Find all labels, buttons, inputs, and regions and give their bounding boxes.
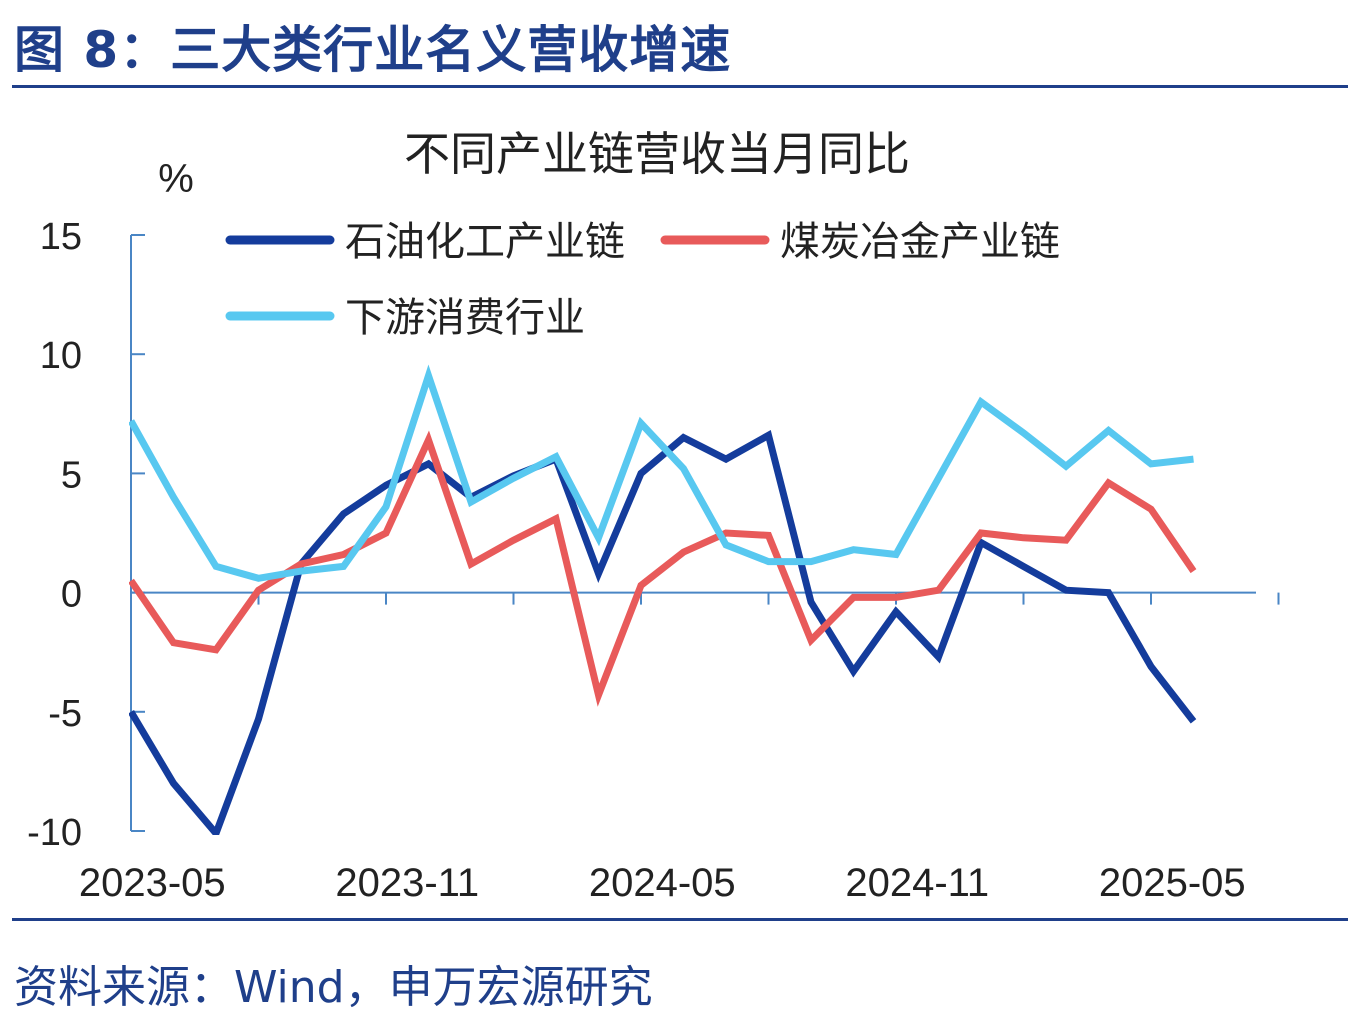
footer-rule [12, 918, 1348, 921]
chart-title: 不同产业链营收当月同比 [404, 128, 910, 180]
y-tick-label: -10 [27, 812, 82, 854]
legend-label-3: 下游消费行业 [345, 296, 585, 340]
x-tick-label: 2023-11 [335, 861, 479, 905]
x-tick-label: 2024-11 [845, 861, 989, 905]
x-tick-label: 2025-05 [1099, 861, 1246, 905]
y-tick-label: 0 [61, 574, 82, 616]
legend-label-1: 石油化工产业链 [345, 220, 625, 264]
x-tick-label: 2023-05 [79, 861, 226, 905]
series-line-2 [129, 430, 1197, 707]
y-tick-label: 15 [40, 216, 82, 258]
figure-title: 图 8：三大类行业名义营收增速 [14, 21, 732, 79]
axes: 15 10 5 0 -5 -10 2023-05 2023-11 2024-05 2024-11 2… [27, 216, 1280, 905]
x-tick-label: 2024-05 [589, 861, 736, 905]
series-layer [129, 364, 1197, 835]
y-tick-label: 10 [40, 335, 82, 377]
chart: 不同产业链营收当月同比 % 15 10 5 0 -5 -10 2023-05 2023-11 2… [27, 128, 1280, 905]
title-rule [12, 85, 1348, 88]
series-line-1 [129, 430, 1197, 835]
source-note: 资料来源：Wind，申万宏源研究 [14, 962, 653, 1013]
y-axis-unit-label: % [158, 157, 194, 201]
series-line-3 [129, 364, 1194, 582]
y-tick-label: 5 [61, 454, 82, 496]
y-tick-label: -5 [48, 693, 82, 735]
legend-label-2: 煤炭冶金产业链 [780, 220, 1060, 264]
